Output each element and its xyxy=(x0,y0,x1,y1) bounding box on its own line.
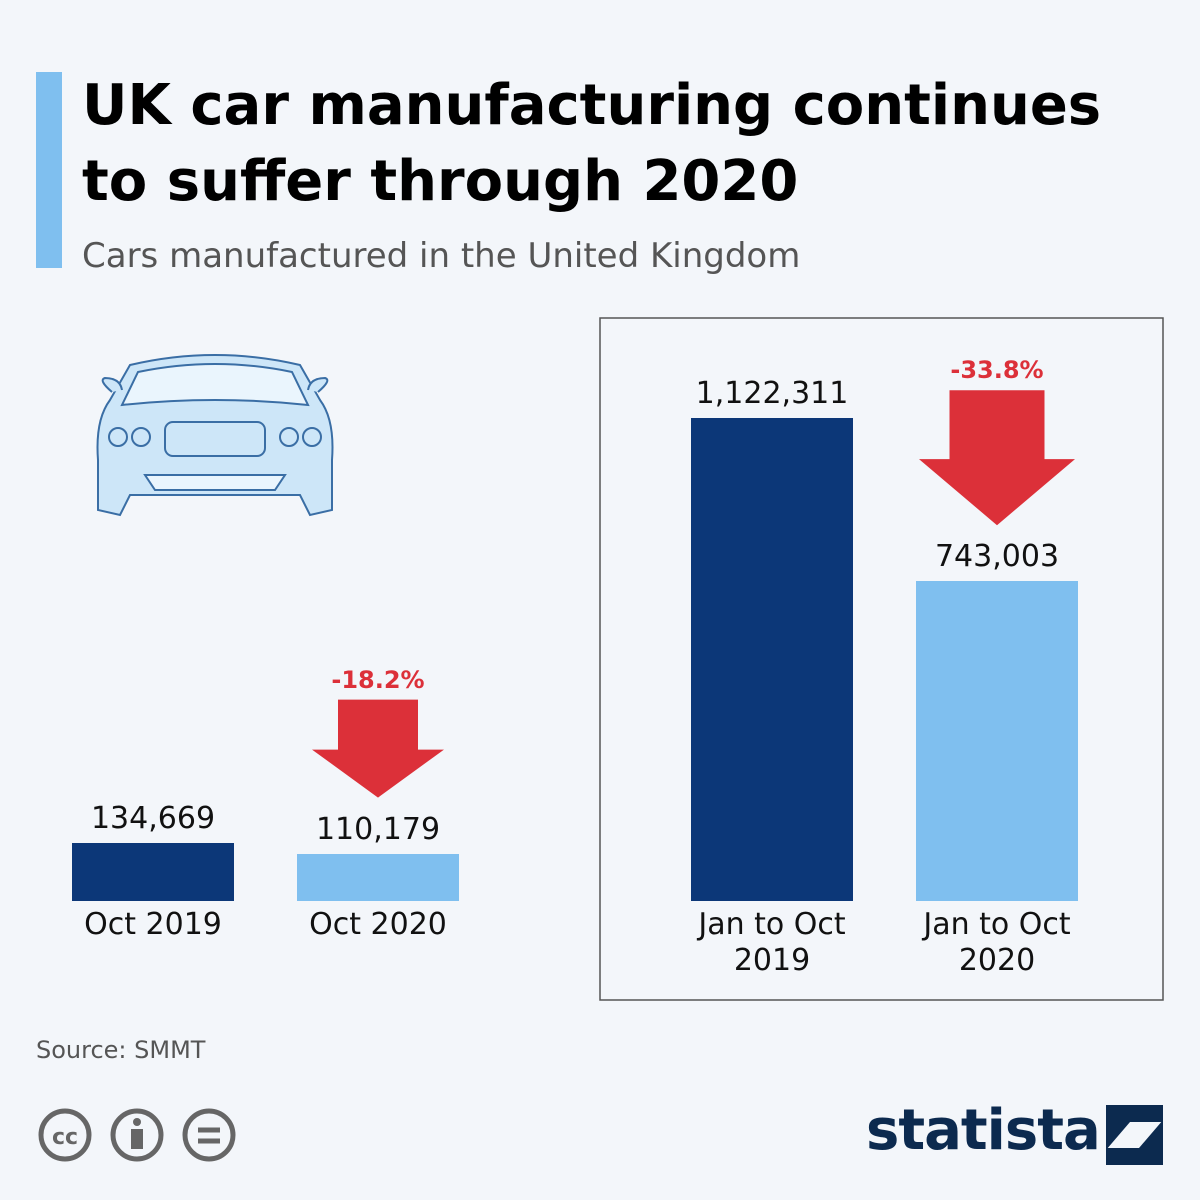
brand-logo xyxy=(1106,1105,1163,1165)
value-label: 110,179 xyxy=(315,811,441,847)
subtitle: Cars manufactured in the United Kingdom xyxy=(82,236,801,276)
bar xyxy=(297,853,459,901)
highlight-box xyxy=(599,317,1164,1001)
change-arrow xyxy=(919,390,1075,526)
category-label: Oct 2019 xyxy=(84,907,222,942)
value-label: 743,003 xyxy=(934,539,1060,575)
value-label: 134,669 xyxy=(90,801,216,837)
license-icons: cc xyxy=(38,1108,236,1162)
change-annotation: -33.8% xyxy=(950,356,1044,385)
value-label: 1,122,311 xyxy=(695,376,849,411)
category-label: Jan to Oct 2020 xyxy=(923,907,1071,978)
svg-text:cc: cc xyxy=(52,1125,78,1150)
title-accent xyxy=(36,72,62,268)
source: Source: SMMT xyxy=(36,1036,206,1064)
bar xyxy=(916,581,1078,901)
title: UK car manufacturing continues to suffer… xyxy=(82,73,1102,214)
bar xyxy=(72,843,234,901)
bar xyxy=(691,418,853,901)
brand: statista xyxy=(866,1098,1101,1163)
car-icon xyxy=(96,354,334,517)
change-annotation: -18.2% xyxy=(331,665,425,694)
category-label: Oct 2020 xyxy=(309,907,447,942)
category-label: Jan to Oct 2019 xyxy=(698,907,846,978)
change-arrow xyxy=(312,699,444,798)
